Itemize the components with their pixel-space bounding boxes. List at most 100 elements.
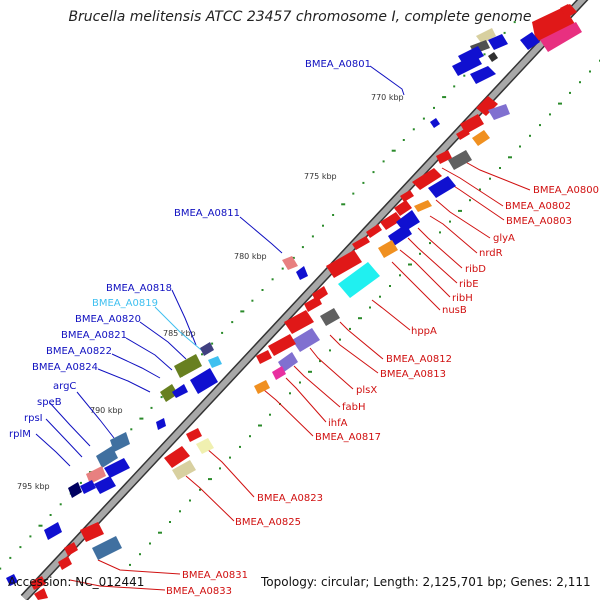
tick-mark [539,124,541,127]
gene-label: BMEA_A0803 [506,216,572,227]
tick-mark [299,381,301,384]
tick-mark [372,171,375,174]
gene-label: BMEA_A0818 [106,283,172,294]
gene-label: fabH [342,402,366,413]
gene-label: BMEA_A0819 [92,298,158,309]
tick-mark [219,467,221,470]
tick-mark [231,321,234,324]
gene-label: BMEA_A0811 [174,208,240,219]
gene-label: glyA [493,233,515,244]
leader-lines [35,65,531,591]
tick-mark [589,70,591,73]
gene-label: BMEA_A0823 [257,493,323,504]
gene-label: BMEA_A0817 [315,432,381,443]
tick-mark [341,203,346,206]
tick-mark [289,392,291,395]
tick-mark [281,267,284,270]
gene-label: speB [37,397,62,408]
tick-mark [311,235,314,238]
gene-label: plsX [356,385,377,396]
tick-mark [221,331,224,334]
tick-mark [189,499,191,502]
tick-mark [139,553,141,556]
tick-mark [9,556,12,559]
gene-label: rpsI [24,413,43,424]
tick-mark [339,338,341,341]
kbp-labels: 770 kbp 775 kbp 780 kbp 785 kbp 790 kbp … [17,93,404,491]
kbp-label: 780 kbp [234,252,267,261]
tick-mark [419,252,421,255]
tick-mark [369,306,371,309]
tick-mark [469,199,471,202]
accession-text: Accession: NC_012441 [8,575,145,589]
backbone [20,0,589,600]
tick-mark [429,242,431,245]
tick-mark [199,488,201,491]
tick-mark [38,524,43,527]
gene-features [6,4,582,600]
tick-mark [308,370,312,373]
tick-mark [569,91,571,94]
tick-mark [332,214,335,216]
tick-mark [358,317,362,320]
tick-mark [352,192,355,195]
kbp-label: 770 kbp [371,93,404,102]
gene-label: rplM [9,429,31,440]
gene-label: ribD [465,264,486,275]
tick-mark [483,53,486,56]
tick-mark [129,563,131,566]
tick-mark [79,481,82,484]
tick-mark [439,231,441,234]
tick-mark [379,295,381,298]
tick-mark [458,209,462,212]
tick-mark [258,424,262,427]
gene-label: nusB [442,305,467,316]
kbp-label: 785 kbp [163,329,196,338]
gene-label: BMEA_A0824 [32,362,98,373]
tick-mark [301,246,304,249]
tick-mark [239,445,241,448]
tick-mark [251,299,254,302]
tick-mark [399,274,401,277]
tick-mark [579,81,581,84]
tick-mark [211,342,214,345]
tick-mark [422,117,425,120]
tick-mark [160,396,163,399]
gene-label: hppA [411,326,437,337]
gene-label: BMEA_A0812 [386,354,452,365]
right-labels: BMEA_A0800 BMEA_A0802 BMEA_A0803 glyA nr… [166,185,599,597]
gene-label: ihfA [328,418,348,429]
tick-mark [29,535,32,538]
tick-mark [558,102,562,105]
tick-mark [442,96,447,99]
gene-label: BMEA_A0802 [505,201,571,212]
tick-mark [201,353,203,356]
gene-label: argC [53,381,76,392]
tick-mark [519,145,521,148]
tick-mark [489,177,491,180]
gene-label: BMEA_A0820 [75,314,141,325]
tick-mark [479,188,481,191]
gene-label: BMEA_A0813 [380,369,446,380]
tick-mark [402,139,405,141]
tick-mark [362,181,365,184]
kbp-label: 775 kbp [304,172,337,181]
map-title: Brucella melitensis ATCC 23457 chromosom… [68,9,532,25]
tick-mark [0,567,2,570]
gene-label: nrdR [479,248,503,259]
tick-mark [240,310,245,313]
tick-mark [59,503,62,506]
kbp-label: 790 kbp [90,406,123,415]
tick-mark [19,546,22,549]
tick-mark [549,113,551,116]
tick-mark [529,134,531,137]
tick-mark [408,263,412,266]
tick-mark [249,435,251,438]
tick-mark [499,167,501,169]
tick-mark [513,21,516,24]
gene-label: ribH [452,293,473,304]
tick-mark [49,514,52,516]
gene-label: BMEA_A0822 [46,346,112,357]
gene-label: BMEA_A0821 [61,330,127,341]
